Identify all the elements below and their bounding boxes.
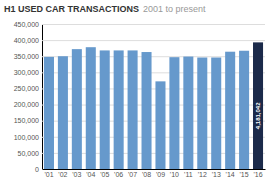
x-tick-label: '09 — [156, 171, 165, 178]
title-line: H1 USED CAR TRANSACTIONS 2001 to present — [4, 4, 206, 14]
grid-line — [42, 24, 265, 25]
x-tick: '09 — [156, 169, 165, 178]
x-axis-line — [43, 169, 266, 170]
y-tick-label: 450,000 — [14, 21, 39, 28]
bar — [114, 50, 124, 169]
bar — [58, 56, 68, 169]
subtitle: 2001 to present — [143, 4, 206, 14]
y-tick: 450,000 — [14, 21, 265, 28]
y-tick-label: 150,000 — [14, 117, 39, 124]
x-tick: '03 — [72, 169, 81, 178]
bar — [142, 52, 152, 169]
x-tick-label: '03 — [72, 171, 81, 178]
x-tick: '02 — [58, 169, 67, 178]
plot: 0 50,000 100,000 150,000 200,000 250,000 300,0… — [14, 21, 266, 178]
x-tick-label: '14 — [226, 171, 235, 178]
bar — [197, 58, 207, 169]
y-tick-label: 50,000 — [18, 150, 40, 157]
x-tick-label: '01 — [44, 171, 53, 178]
y-tick-label: 350,000 — [14, 53, 39, 60]
x-tick-label: '08 — [142, 171, 151, 178]
bar — [239, 51, 249, 169]
annotation: 4,181,042 — [255, 102, 261, 129]
y-tick-label: 300,000 — [14, 69, 39, 76]
x-tick-label: '04 — [86, 171, 95, 178]
bar — [100, 50, 110, 169]
bar — [183, 57, 193, 169]
bar — [44, 57, 54, 169]
chart: H1 USED CAR TRANSACTIONS 2001 to present 0… — [0, 0, 273, 185]
bar — [86, 47, 96, 169]
x-tick: '15 — [240, 169, 249, 178]
x-tick: '11 — [184, 169, 193, 178]
x-tick-label: '02 — [58, 171, 67, 178]
x-tick: '04 — [86, 169, 95, 178]
bar — [211, 58, 221, 169]
x-tick: '16 — [253, 169, 262, 178]
bar — [253, 42, 263, 169]
title: H1 USED CAR TRANSACTIONS — [4, 4, 139, 14]
x-tick: '06 — [114, 169, 123, 178]
bar — [169, 57, 179, 169]
bar — [155, 81, 165, 169]
x-tick: '08 — [142, 169, 151, 178]
x-tick: '14 — [226, 169, 235, 178]
x-tick-label: '07 — [128, 171, 137, 178]
x-tick: '01 — [44, 169, 53, 178]
x-tick-label: '11 — [184, 171, 193, 178]
grid-line — [42, 169, 265, 170]
bar — [72, 49, 82, 169]
y-tick-label: 400,000 — [14, 37, 39, 44]
y-axis-line — [43, 25, 266, 170]
x-tick-label: '16 — [253, 171, 262, 178]
y-axis: 0 50,000 100,000 150,000 200,000 250,000 300,0… — [14, 21, 265, 173]
bar — [225, 52, 235, 169]
x-axis: '01 '02 '03 '04 '05 '06 '07 '08 '09 '10 '11 '12 '13 '… — [43, 169, 266, 178]
y-tick-label: 100,000 — [14, 134, 39, 141]
grid-line — [42, 40, 265, 41]
x-tick: '05 — [100, 169, 109, 178]
x-tick: '07 — [128, 169, 137, 178]
y-tick-label: 0 — [35, 166, 39, 173]
x-tick: '10 — [170, 169, 179, 178]
bar — [128, 50, 138, 169]
x-tick-label: '13 — [212, 171, 221, 178]
x-tick-label: '06 — [114, 171, 123, 178]
x-tick-label: '05 — [100, 171, 109, 178]
y-tick: 400,000 — [14, 37, 265, 44]
x-tick-label: '10 — [170, 171, 179, 178]
x-tick-label: '12 — [198, 171, 207, 178]
x-tick: '12 — [198, 169, 207, 178]
x-tick: '13 — [212, 169, 221, 178]
y-tick-label: 200,000 — [14, 101, 39, 108]
bars — [44, 42, 263, 169]
x-tick-label: '15 — [240, 171, 249, 178]
y-tick-label: 250,000 — [14, 85, 39, 92]
